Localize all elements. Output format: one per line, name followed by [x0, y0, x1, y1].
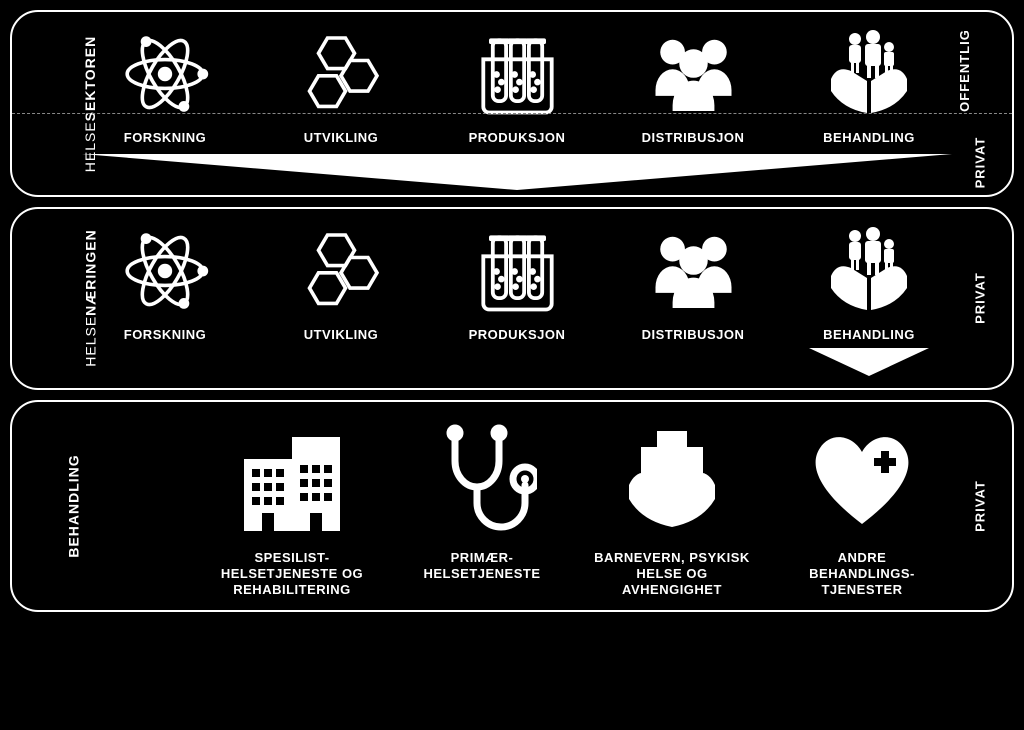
cell-distribusjon: DISTRIBUSJON — [610, 221, 776, 343]
dashed-divider — [12, 113, 1012, 114]
testtubes-icon — [470, 221, 565, 321]
caption: PRIMÆR-HELSETJENESTE — [423, 550, 540, 583]
panel-helsenaeringen: HELSENÆRINGEN PRIVAT FORSKNING — [10, 207, 1014, 389]
small-arrow-icon — [809, 348, 929, 376]
left-label: HELSENÆRINGEN — [83, 230, 99, 367]
left-label: HELSESEKTOREN — [82, 35, 98, 171]
cell-primaer: PRIMÆR-HELSETJENESTE — [392, 414, 572, 583]
heart-cross-icon — [802, 414, 922, 544]
people-icon — [646, 24, 741, 124]
cell-utvikling: UTVIKLING — [258, 24, 424, 146]
row: FORSKNING UTVIKLING — [82, 24, 952, 146]
panel-behandling: BEHANDLING PRIVAT — [10, 400, 1014, 613]
cell-utvikling: UTVIKLING — [258, 221, 424, 343]
right-label-bottom: PRIVAT — [973, 137, 988, 189]
cell-distribusjon: DISTRIBUSJON — [610, 24, 776, 146]
caption: SPESILIST-HELSETJENESTE OGREHABILITERING — [221, 550, 363, 599]
right-label-top: OFFENTLIG — [957, 29, 972, 112]
panel-helsesektoren: HELSESEKTOREN OFFENTLIG PRIVAT FORSKNING — [10, 10, 1014, 197]
people-icon — [646, 221, 741, 321]
right-label: PRIVAT — [973, 480, 988, 532]
cell-forskning: FORSKNING — [82, 24, 248, 146]
wide-arrow-icon — [82, 154, 952, 190]
cell-barnevern: BARNEVERN, PSYKISKHELSE OGAVHENGIGHET — [582, 414, 762, 599]
row: FORSKNING UTVIKLING PRODUKS — [82, 221, 952, 375]
stethoscope-icon — [427, 414, 537, 544]
cell-produksjon: PRODUKSJON — [434, 24, 600, 146]
atom-icon — [120, 24, 210, 124]
cell-behandling: BEHANDLING — [786, 24, 952, 146]
hands-family-icon — [819, 221, 919, 321]
cell-behandling: BEHANDLING — [786, 221, 952, 375]
hands-cross-icon — [617, 414, 727, 544]
cell-forskning: FORSKNING — [82, 221, 248, 343]
right-label: PRIVAT — [973, 273, 988, 325]
cell-produksjon: PRODUKSJON — [434, 221, 600, 343]
hexagons-icon — [296, 221, 386, 321]
atom-icon — [120, 221, 210, 321]
cell-spesialist: SPESILIST-HELSETJENESTE OGREHABILITERING — [202, 414, 382, 599]
hexagons-icon — [296, 24, 386, 124]
left-label: BEHANDLING — [66, 454, 82, 557]
hospital-icon — [232, 414, 352, 544]
cell-andre: ANDREBEHANDLINGS-TJENESTER — [772, 414, 952, 599]
testtubes-icon — [470, 24, 565, 124]
caption: BARNEVERN, PSYKISKHELSE OGAVHENGIGHET — [594, 550, 750, 599]
row: SPESILIST-HELSETJENESTE OGREHABILITERING… — [82, 414, 952, 599]
hands-family-icon — [819, 24, 919, 124]
caption: ANDREBEHANDLINGS-TJENESTER — [809, 550, 915, 599]
